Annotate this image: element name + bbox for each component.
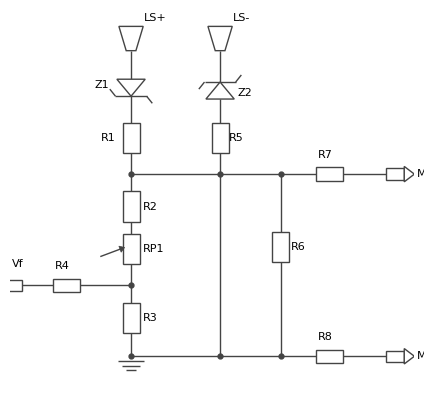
Bar xyxy=(123,191,139,222)
Polygon shape xyxy=(117,79,145,96)
Bar xyxy=(386,169,404,180)
Polygon shape xyxy=(404,166,414,182)
Text: R6: R6 xyxy=(291,242,306,252)
Bar xyxy=(123,234,139,264)
Text: R5: R5 xyxy=(229,133,244,143)
Bar xyxy=(3,280,22,291)
Text: LS-: LS- xyxy=(233,13,251,23)
Polygon shape xyxy=(208,26,232,51)
Bar xyxy=(212,123,229,153)
Bar xyxy=(315,167,343,181)
Bar xyxy=(315,349,343,363)
Bar xyxy=(272,232,289,262)
Polygon shape xyxy=(0,278,3,293)
Text: R3: R3 xyxy=(143,313,158,323)
Text: MS+: MS+ xyxy=(416,169,424,179)
Bar xyxy=(123,123,139,153)
Text: R1: R1 xyxy=(100,133,115,143)
Text: R8: R8 xyxy=(318,332,333,342)
Text: R2: R2 xyxy=(143,202,158,211)
Text: MS-: MS- xyxy=(416,351,424,361)
Polygon shape xyxy=(119,246,125,252)
Bar xyxy=(386,351,404,362)
Text: R4: R4 xyxy=(55,261,70,271)
Text: RP1: RP1 xyxy=(143,244,165,254)
Polygon shape xyxy=(119,26,143,51)
Text: LS+: LS+ xyxy=(144,13,167,23)
Text: Vf: Vf xyxy=(12,259,24,269)
Bar xyxy=(123,303,139,333)
Text: Z2: Z2 xyxy=(237,88,252,98)
Text: R7: R7 xyxy=(318,150,333,160)
Polygon shape xyxy=(404,349,414,364)
Polygon shape xyxy=(206,82,234,99)
Bar xyxy=(53,279,80,292)
Text: Z1: Z1 xyxy=(95,80,109,90)
